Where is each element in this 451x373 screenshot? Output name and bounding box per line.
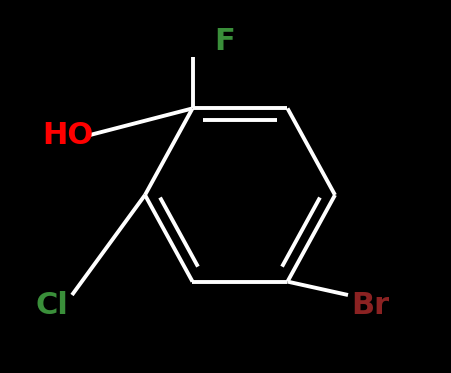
Text: HO: HO	[42, 120, 93, 150]
Text: Cl: Cl	[36, 291, 68, 320]
Text: Br: Br	[350, 291, 388, 320]
Text: F: F	[214, 28, 235, 56]
